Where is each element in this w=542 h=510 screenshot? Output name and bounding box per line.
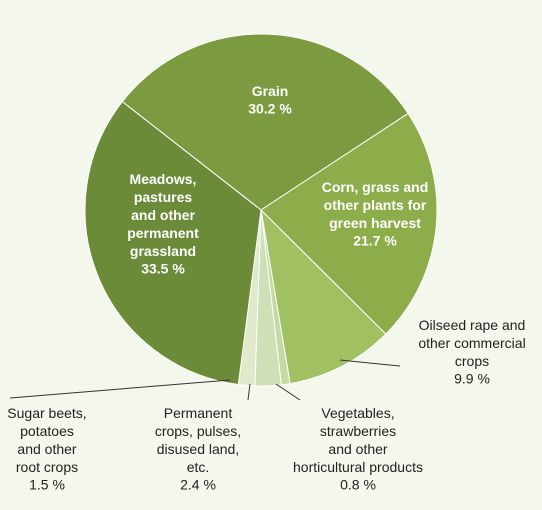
category-label: Vegetables, strawberries and other horticul… xyxy=(293,405,423,475)
label-line: crops, pulses, xyxy=(155,423,241,439)
label-line: and other xyxy=(328,441,387,457)
label-line: other commercial xyxy=(418,335,525,351)
label-line: disused land, xyxy=(157,441,240,457)
value-label: 21.7 % xyxy=(353,233,397,249)
leader-line xyxy=(9,379,231,399)
label-line: strawberries xyxy=(320,423,396,439)
value-label: 2.4 % xyxy=(180,477,216,493)
label-line: Corn, grass and xyxy=(322,179,429,195)
label-line: potatoes xyxy=(20,423,74,439)
label-line: etc. xyxy=(187,459,210,475)
pie-slice xyxy=(121,33,409,211)
pie-slice xyxy=(260,208,387,385)
category-label: Meadows, pastures and other permanent grassl… xyxy=(127,171,199,259)
label-line: grassland xyxy=(130,243,196,259)
label-line: and other xyxy=(17,441,76,457)
label-line: Permanent xyxy=(164,405,233,421)
value-label: 9.9 % xyxy=(454,371,490,387)
pie-slice xyxy=(260,112,438,335)
category-label: Corn, grass and other plants for green har… xyxy=(322,179,429,231)
label-line: Grain xyxy=(252,83,289,99)
label-line: crops xyxy=(455,353,489,369)
category-label: Sugar beets, potatoes and other root crops xyxy=(7,405,86,475)
leader-line xyxy=(275,383,301,401)
label-line: other plants for xyxy=(324,197,427,213)
category-label: Oilseed rape and other commercial crops xyxy=(418,317,525,369)
category-label: Grain xyxy=(252,83,289,99)
leader-line xyxy=(247,383,251,401)
label-line: Meadows, xyxy=(130,171,197,187)
leader-line xyxy=(339,359,401,367)
value-label: 1.5 % xyxy=(29,477,65,493)
label-line: Sugar beets, xyxy=(7,405,86,421)
category-label: Permanent crops, pulses, disused land, etc. xyxy=(155,405,241,475)
value-label: 33.5 % xyxy=(141,261,185,277)
label-line: horticultural products xyxy=(293,459,423,475)
label-line: permanent xyxy=(127,225,199,241)
label-line: green harvest xyxy=(329,215,421,231)
value-label: 0.8 % xyxy=(340,477,376,493)
pie-slice xyxy=(84,100,262,386)
label-line: and other xyxy=(131,207,195,223)
label-line: Oilseed rape and xyxy=(419,317,526,333)
value-label: 30.2 % xyxy=(248,101,292,117)
label-line: pastures xyxy=(134,189,193,205)
label-line: root crops xyxy=(16,459,78,475)
label-line: Vegetables, xyxy=(321,405,394,421)
